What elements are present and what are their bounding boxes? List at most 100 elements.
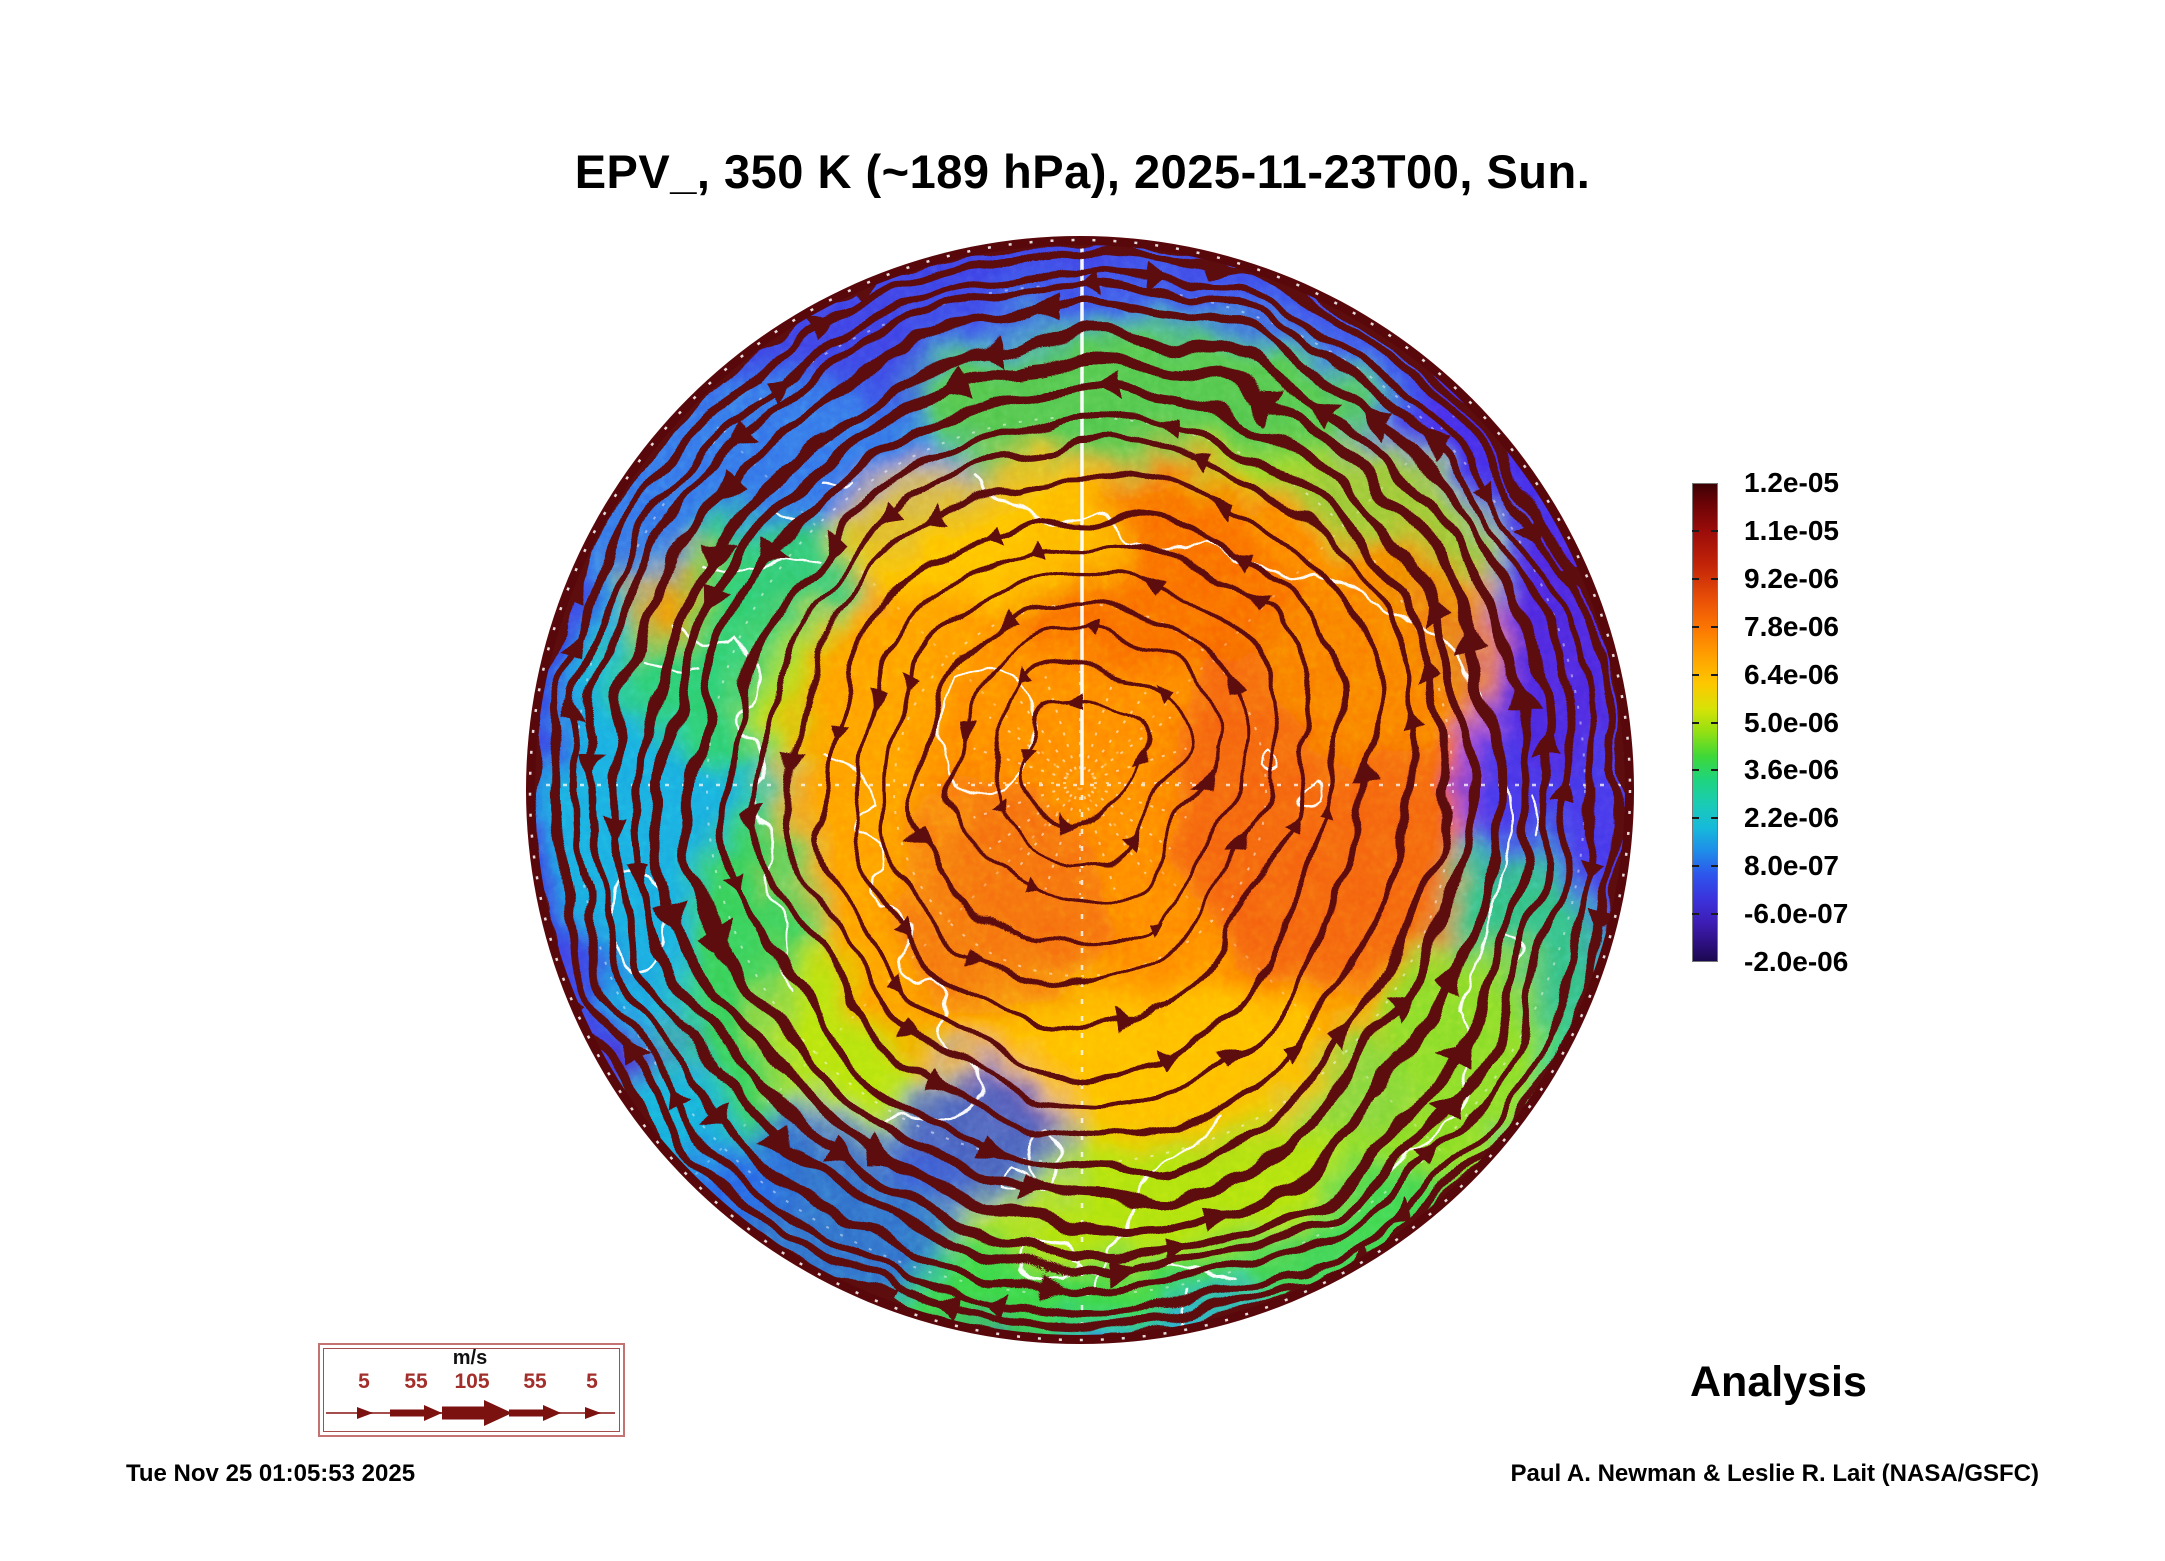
- streamline-arrowhead: [1088, 631, 1108, 649]
- streamline-arrowhead: [1136, 916, 1158, 934]
- streamline-loop: [888, 575, 1284, 989]
- streamline-arrowhead: [573, 759, 600, 785]
- streamline-arrowhead: [1125, 822, 1145, 840]
- streamline-arrowhead: [1247, 592, 1269, 614]
- streamline-arrowhead: [975, 330, 1007, 361]
- streamline-arrowhead: [1522, 509, 1548, 540]
- colorbar-tick-mark: [1711, 577, 1718, 580]
- streamline-loop: [952, 635, 1217, 903]
- streamline-arrowhead: [661, 1080, 686, 1108]
- streamline-arrowhead: [1362, 760, 1385, 782]
- plot-title: EPV_, 350 K (~189 hPa), 2025-11-23T00, S…: [574, 145, 1591, 198]
- polar-map: [526, 236, 1634, 1344]
- streamline-arrowhead: [1201, 1200, 1237, 1233]
- streamlines: [526, 236, 1634, 1344]
- colorbar-tick-label: -2.0e-06: [1744, 946, 1849, 977]
- wind-arrow-scale: [326, 1400, 615, 1426]
- streamline-arrowhead: [758, 541, 788, 574]
- pole-meridian-ray: [1083, 676, 1116, 770]
- streamline-arrowhead: [970, 942, 992, 960]
- streamline-arrowhead: [1095, 369, 1125, 400]
- pole-meridian-ray: [1044, 796, 1077, 890]
- streamline-arrowhead: [1060, 692, 1078, 710]
- streamline-arrowhead: [1032, 886, 1052, 904]
- streamline-arrowhead: [972, 523, 995, 544]
- streamline-arrowhead: [956, 723, 974, 743]
- streamline-arrowhead: [1433, 1084, 1462, 1115]
- streamline-arrowhead: [865, 1138, 901, 1168]
- streamline-loop: [605, 301, 1555, 1279]
- streamline-arrowhead: [1076, 271, 1102, 298]
- colorbar-tick-mark: [1711, 673, 1718, 676]
- pole-meridian-ray: [973, 747, 1067, 780]
- map-rim: [526, 236, 1634, 1344]
- streamline-arrowhead: [1167, 1040, 1190, 1060]
- streamline-arrowhead: [1435, 954, 1465, 990]
- streamline-loop: [986, 664, 1184, 861]
- streamline-arrowhead: [1315, 401, 1348, 431]
- streamline-arrowhead: [1463, 631, 1496, 667]
- pole-meridian-ray: [1013, 691, 1073, 773]
- wind-legend-units-label: m/s: [452, 1347, 488, 1369]
- streamline-arrowhead: [1425, 596, 1453, 629]
- streamline-arrowhead: [1009, 750, 1027, 767]
- streamline-arrowhead: [1018, 540, 1040, 560]
- colorbar-tick-label: 1.2e-05: [1744, 467, 1839, 498]
- streamline-arrowhead: [1370, 411, 1401, 440]
- streamline-arrowhead: [1582, 857, 1608, 884]
- streamline-arrowhead: [1317, 800, 1339, 822]
- streamline-arrowhead: [1050, 1278, 1076, 1305]
- colorbar-tick-mark: [1692, 721, 1699, 724]
- streamline-arrowhead: [748, 804, 772, 829]
- colorbar-tick-mark: [1711, 625, 1718, 628]
- streamline-arrowhead: [760, 1120, 791, 1150]
- streamline-arrowhead: [1424, 436, 1451, 464]
- wind-speed-legend: m/s 5 55 105 55 5: [318, 1343, 625, 1437]
- colorbar-tick-mark: [1711, 769, 1718, 772]
- streamline-arrowhead: [1066, 814, 1084, 832]
- streamline-arrowhead: [1022, 293, 1051, 322]
- colorbar-tick-label: 5.0e-06: [1744, 706, 1839, 738]
- streamline-arrowhead: [819, 722, 840, 745]
- streamline-arrowhead: [1235, 552, 1259, 573]
- colorbar-tick-label: 8.0e-07: [1744, 850, 1839, 882]
- pole-meridian-ray: [988, 790, 1070, 850]
- streamline-arrowhead: [1383, 1202, 1411, 1227]
- streamline-arrowhead: [926, 1294, 955, 1321]
- wind-speed-label: 105: [454, 1370, 490, 1393]
- streamline-loop: [719, 411, 1446, 1181]
- coastline-path: [973, 474, 1509, 1013]
- streamline-arrowhead: [936, 1074, 962, 1096]
- streamline-arrowhead: [1503, 680, 1535, 712]
- streamline-arrowhead: [1131, 744, 1149, 762]
- wind-speed-label: 5: [586, 1370, 598, 1393]
- streamline-arrowhead: [924, 508, 948, 528]
- streamline-arrowhead: [973, 1134, 1002, 1161]
- streamline-arrowhead: [1161, 1240, 1194, 1271]
- colorbar-tick-label: 1.1e-05: [1744, 514, 1839, 546]
- streamline-arrowhead: [1147, 262, 1174, 288]
- streamline-arrowhead: [711, 528, 741, 561]
- streamline-arrowhead: [1534, 726, 1563, 755]
- streamline-loop: [855, 544, 1316, 1030]
- pole-meridian-ray: [1093, 786, 1187, 819]
- colorbar-tick-mark: [1711, 817, 1718, 820]
- streamline-arrowhead: [1333, 1029, 1361, 1057]
- streamline-arrowhead: [906, 1016, 930, 1037]
- pole-meridian-ray: [973, 786, 1067, 819]
- pole-meridian-ray: [1013, 793, 1073, 875]
- streamline-arrowhead: [705, 576, 735, 612]
- colorbar-tick-mark: [1711, 865, 1718, 868]
- streamline-arrowhead: [720, 864, 746, 893]
- coastline-path: [1017, 1233, 1076, 1285]
- colorbar-tick-mark: [1692, 913, 1699, 916]
- streamline-arrowhead: [1279, 1042, 1305, 1066]
- colorbar-tick-label: -6.0e-07: [1744, 898, 1849, 930]
- analysis-label: Analysis: [1690, 1358, 1867, 1406]
- streamline-arrowhead: [1558, 784, 1586, 811]
- colorbar-tick-label: 7.8e-06: [1744, 610, 1839, 642]
- streamline-arrowhead: [562, 699, 588, 725]
- pole-meridian-ray: [1090, 716, 1172, 776]
- streamline-arrowhead: [1233, 833, 1251, 855]
